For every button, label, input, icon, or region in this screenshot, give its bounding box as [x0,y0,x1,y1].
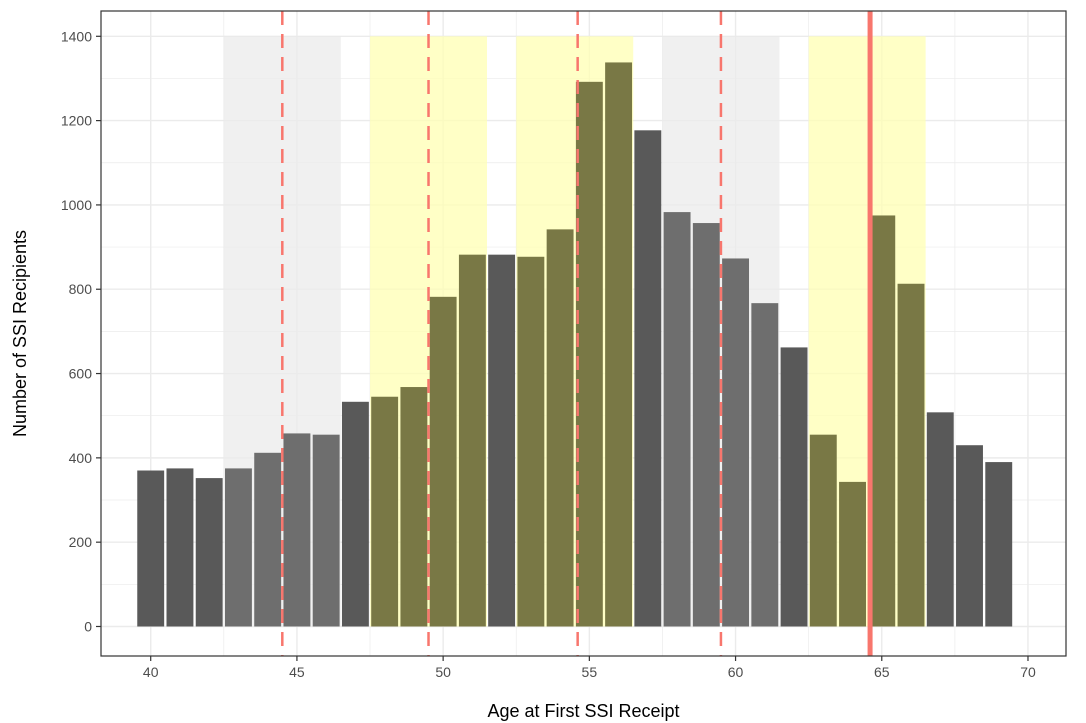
x-tick-label: 60 [728,664,744,680]
histogram-bar [195,478,223,627]
histogram-bar [137,470,165,627]
y-tick-label: 1200 [61,113,92,129]
x-tick-label: 65 [874,664,890,680]
histogram-bar [546,229,574,627]
axes: 0 200 400 600 800 1000 1200 1400 40 45 50 55 60 65 70 [61,28,1036,680]
histogram-bar [517,256,545,627]
x-tick-label: 55 [582,664,598,680]
bars [137,62,1013,627]
y-tick-label: 1400 [61,28,92,44]
y-tick-label: 0 [84,618,92,634]
histogram-bar [780,347,808,627]
x-tick-label: 45 [289,664,305,680]
histogram-bar [605,62,633,627]
histogram-bar [575,81,603,627]
y-tick-label: 800 [69,281,93,297]
histogram-bar [224,468,252,627]
y-tick-label: 1000 [61,197,92,213]
histogram-bar [634,130,662,627]
x-tick-label: 70 [1020,664,1036,680]
histogram-bar [663,212,691,627]
histogram-bar [926,412,954,627]
histogram-bar [488,254,516,627]
histogram-bar [692,223,720,627]
y-axis-title: Number of SSI Recipients [10,230,30,437]
histogram-bar [254,452,282,627]
histogram-bar [458,254,486,627]
x-tick-label: 50 [435,664,451,680]
histogram-bar [839,481,866,627]
histogram-bar [722,258,750,627]
histogram-bar [751,303,779,627]
histogram-bar [400,387,428,627]
reference-lines [281,11,873,656]
histogram-bar [897,283,925,627]
y-tick-label: 600 [69,366,93,382]
histogram-bar [429,296,457,627]
histogram-bar [283,433,311,627]
histogram-bar [341,401,369,627]
y-tick-label: 200 [69,534,93,550]
histogram-bar [371,396,399,627]
x-axis-title: Age at First SSI Receipt [487,701,679,721]
histogram-bar [956,445,983,627]
histogram-bar [809,434,837,627]
histogram-bar [985,462,1013,627]
histogram-bar [868,215,896,627]
panel-border [100,10,1067,657]
x-tick-label: 40 [143,664,159,680]
histogram-bar [312,434,340,627]
histogram-bar [166,468,194,627]
y-tick-label: 400 [69,450,93,466]
